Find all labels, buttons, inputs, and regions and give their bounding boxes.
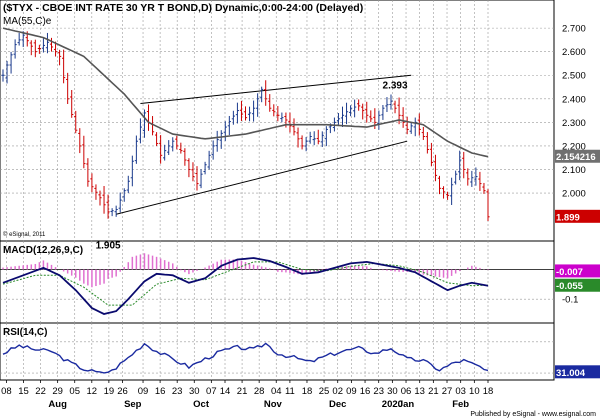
- x-tick-label: 30: [387, 386, 398, 397]
- x-tick-label: 27: [442, 386, 453, 397]
- price-tick-label: 2.300: [562, 118, 586, 129]
- rsi-value-label: 31.004: [556, 368, 586, 379]
- x-tick-label: 23: [373, 386, 384, 397]
- x-month-label: Sep: [124, 399, 142, 410]
- x-tick-label: 10: [469, 386, 480, 397]
- x-tick-label: 14: [220, 386, 231, 397]
- price-tick-label: 2.200: [562, 141, 586, 152]
- x-tick-label: 09: [138, 386, 149, 397]
- x-tick-label: 19: [104, 386, 115, 397]
- x-tick-label: 16: [155, 386, 166, 397]
- rsi-label: RSI(14,C): [3, 327, 47, 338]
- chart-title: ($TYX - CBOE INT RATE 30 YR T BOND,D) Dy…: [3, 2, 363, 14]
- trendline: [116, 140, 408, 215]
- price-tick-label: 2.000: [562, 189, 586, 200]
- x-month-label: 2020: [382, 399, 403, 410]
- x-tick-label: 18: [302, 386, 313, 397]
- rsi: [2, 342, 489, 374]
- price-annotation: 1.905: [96, 240, 121, 251]
- x-month-label: Aug: [48, 399, 67, 410]
- x-tick-label: 07: [206, 386, 217, 397]
- price-tick-label: 2.500: [562, 71, 586, 82]
- last-price-label: 1.899: [556, 212, 580, 223]
- x-tick-label: 04: [271, 386, 282, 397]
- macd-tick-label: -0.1: [562, 295, 578, 306]
- signal-value-label: -0.055: [556, 281, 584, 292]
- x-tick-label: 18: [483, 386, 494, 397]
- x-tick-label: 13: [414, 386, 425, 397]
- moving-average: [2, 27, 489, 158]
- x-month-label: Oct: [193, 399, 210, 410]
- ma-value-label-box: [555, 149, 600, 163]
- copyright-label: © eSignal, 2011: [3, 231, 46, 238]
- x-tick-label: 16: [360, 386, 371, 397]
- ma-line: [2, 27, 489, 158]
- macd-lines: [2, 257, 489, 315]
- ma-label: MA(55,C)e: [3, 16, 52, 27]
- x-tick-label: 03: [455, 386, 466, 397]
- x-tick-label: 22: [35, 386, 46, 397]
- x-tick-label: 21: [428, 386, 439, 397]
- x-tick-label: 15: [18, 386, 29, 397]
- macd-value-label-box: [555, 264, 600, 278]
- x-tick-label: 09: [346, 386, 357, 397]
- x-tick-label: 29: [52, 386, 63, 397]
- price-panel: [0, 0, 555, 242]
- trendlines: [116, 74, 412, 215]
- trendline: [140, 74, 412, 105]
- x-tick-label: 23: [172, 386, 183, 397]
- price-tick-label: 2.600: [562, 47, 586, 58]
- macd-value-label: -0.007: [556, 267, 583, 278]
- x-tick-label: 25: [319, 386, 330, 397]
- rsi-value-label-box: [555, 365, 600, 379]
- x-tick-label: 11: [285, 386, 295, 397]
- x-month-label: Jan: [398, 399, 415, 410]
- x-tick-label: 12: [87, 386, 98, 397]
- x-tick-label: 08: [1, 386, 12, 397]
- rsi-line: [2, 342, 489, 374]
- x-tick-label: 06: [401, 386, 412, 397]
- x-tick-label: 30: [189, 386, 200, 397]
- macd-signal-line: [2, 261, 489, 306]
- rsi-panel: [0, 322, 555, 381]
- x-tick-label: 21: [237, 386, 248, 397]
- price-bars: [1, 31, 490, 221]
- x-tick-label: 02: [332, 386, 343, 397]
- x-month-label: Nov: [264, 399, 283, 410]
- footer-published: Published by eSignal - www.esignal.com: [470, 411, 596, 418]
- macd-line: [2, 257, 489, 315]
- x-tick-label: 26: [117, 386, 128, 397]
- price-annotation: 2.393: [383, 80, 408, 91]
- signal-value-label-box: [555, 278, 600, 292]
- x-tick-label: 28: [254, 386, 265, 397]
- x-tick-label: 05: [69, 386, 80, 397]
- price-tick-label: 2.100: [562, 165, 586, 176]
- last-price-label-box: [555, 209, 600, 223]
- price-tick-label: 2.700: [562, 24, 586, 35]
- grid: [0, 0, 554, 380]
- x-month-label: Feb: [452, 399, 469, 410]
- x-axis: 08 15 22 29 05 12 19 26 09 16 23 30 07 14 21 28 04 11 18 25…: [1, 380, 493, 410]
- macd-label: MACD(12,26,9,C): [3, 245, 83, 256]
- y-axis: 2.000 2.100 2.200 2.300 2.400 2.500 2.600 2.700…: [96, 24, 600, 379]
- price-tick-label: 2.400: [562, 94, 586, 105]
- ma-value-label: 2.154216: [556, 152, 596, 163]
- x-month-label: Dec: [329, 399, 346, 410]
